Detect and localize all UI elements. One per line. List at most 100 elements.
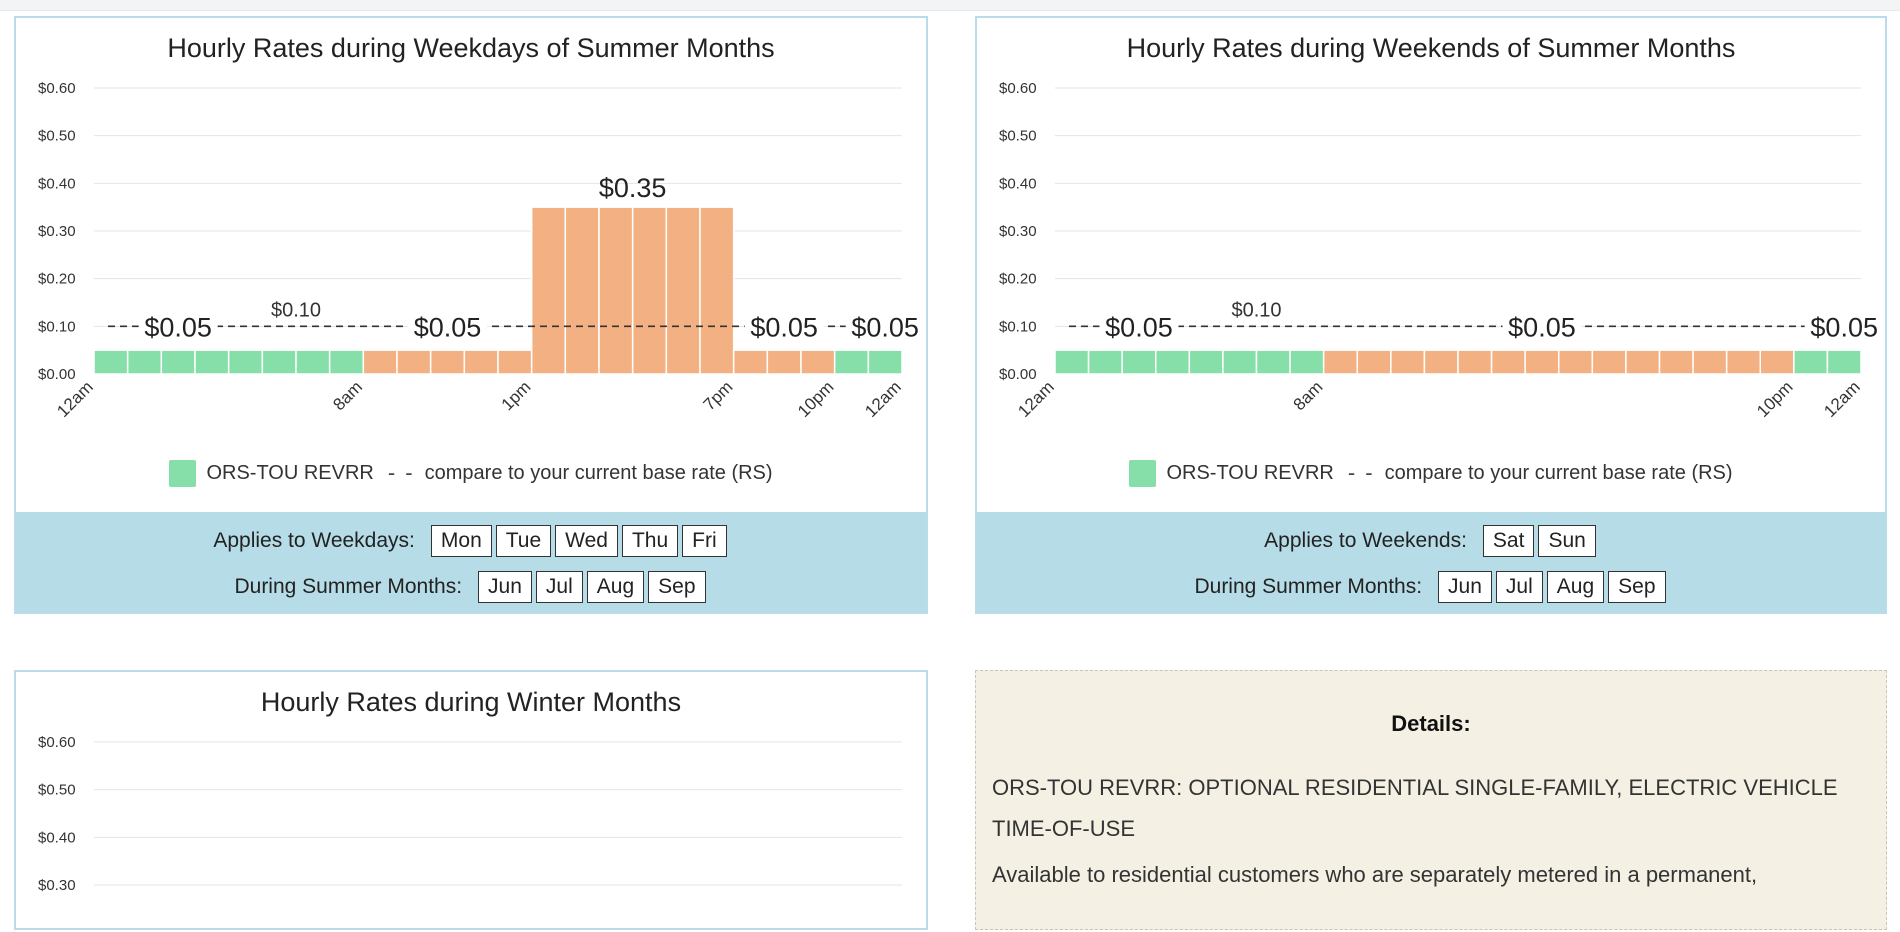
x-tick-label: 10pm — [1753, 377, 1797, 421]
chart-legend: ORS-TOU REVRR - - compare to your curren… — [977, 458, 1885, 488]
rate-bar — [328, 349, 365, 375]
segment-label-bg — [845, 316, 925, 341]
month-chip: Jun — [1438, 571, 1492, 603]
applies-months-label: During Summer Months: — [1194, 575, 1423, 598]
month-chip: Jul — [1495, 571, 1543, 603]
rate-bar — [1423, 349, 1459, 375]
y-tick-label: $0.50 — [38, 128, 76, 145]
y-tick-label: $0.10 — [38, 318, 76, 335]
y-tick-label: $0.10 — [999, 318, 1037, 335]
x-tick-label: 1pm — [498, 377, 535, 414]
legend-series-item[interactable]: ORS-TOU REVRR — [169, 459, 374, 487]
x-tick-label: 10pm — [794, 377, 838, 421]
day-chip: Sat — [1482, 525, 1535, 557]
segment-label-bg — [1804, 316, 1884, 341]
rate-bar — [1826, 349, 1862, 375]
rate-bar — [1188, 349, 1224, 375]
x-tick-label: 7pm — [700, 377, 737, 414]
dashed-line-icon: - - — [1347, 460, 1375, 485]
rate-bar — [1524, 349, 1560, 375]
y-tick-label: $0.40 — [999, 175, 1037, 192]
segment-label-bg — [744, 316, 824, 341]
legend-compare-item[interactable]: - - compare to your current base rate (R… — [1348, 460, 1733, 486]
details-panel: Details: ORS-TOU REVRR: OPTIONAL RESIDEN… — [975, 670, 1887, 930]
x-tick-label: 12am — [1820, 377, 1864, 421]
rate-bar — [1490, 349, 1526, 375]
y-tick-label: $0.60 — [999, 80, 1037, 97]
applies-panel: Applies to Weekdays: Mon Tue Wed Thu Fri… — [16, 512, 926, 612]
x-tick-label: 12am — [861, 377, 905, 421]
segment-value-label: $0.05 — [1105, 312, 1173, 342]
rate-bar — [497, 349, 533, 375]
weekend-chart-card: Hourly Rates during Weekends of Summer M… — [975, 16, 1887, 614]
segment-label-bg — [1099, 316, 1179, 341]
rate-bar — [1793, 349, 1829, 375]
legend-compare-label: compare to your current base rate (RS) — [1384, 461, 1733, 484]
legend-series-label: ORS-TOU REVRR — [206, 461, 374, 484]
x-tick-label: 8am — [329, 377, 366, 414]
details-title: Details: — [1391, 711, 1471, 736]
rate-bar — [530, 206, 567, 375]
rate-bar — [1255, 349, 1291, 375]
chart-title: Hourly Rates during Weekends of Summer M… — [1126, 33, 1736, 63]
rate-bar — [93, 349, 129, 375]
y-tick-label: $0.60 — [38, 80, 76, 97]
segment-value-label: $0.05 — [750, 312, 818, 342]
legend-series-item[interactable]: ORS-TOU REVRR — [1129, 459, 1334, 487]
segment-label-bg — [408, 316, 487, 341]
rate-bar — [1322, 349, 1358, 375]
rate-bar — [867, 349, 903, 375]
y-tick-label: $0.00 — [999, 366, 1037, 383]
rate-bar — [598, 206, 634, 375]
applies-days-label: Applies to Weekends: — [1264, 529, 1467, 552]
y-tick-label: $0.50 — [999, 128, 1037, 145]
legend-compare-item[interactable]: - - compare to your current base rate (R… — [388, 460, 773, 486]
y-tick-label: $0.30 — [38, 223, 76, 240]
baseline-value-label: $0.10 — [271, 299, 321, 321]
top-bar — [0, 0, 1900, 11]
day-chip: Mon — [430, 525, 492, 557]
segment-value-label: $0.05 — [144, 312, 212, 342]
month-chip: Sep — [1608, 571, 1666, 603]
segment-label-bg — [138, 316, 218, 341]
day-chip: Sun — [1538, 525, 1596, 557]
y-tick-label: $0.60 — [38, 734, 76, 751]
rate-bar — [631, 206, 668, 375]
applies-days-row: Applies to Weekends: Sat Sun — [977, 525, 1885, 557]
rate-bar — [1625, 349, 1661, 375]
x-tick-label: 12am — [1014, 377, 1058, 421]
segment-label-bg — [1502, 316, 1582, 341]
rate-bar — [295, 349, 331, 375]
day-chip: Thu — [621, 525, 679, 557]
rate-bar — [766, 349, 802, 375]
rate-bar — [126, 349, 163, 375]
legend-swatch — [169, 459, 197, 487]
rate-bar — [1054, 349, 1090, 375]
segment-value-label: $0.05 — [1508, 312, 1576, 342]
rate-bar — [732, 349, 769, 375]
day-chip: Wed — [555, 525, 618, 557]
rate-bar — [261, 349, 297, 375]
y-tick-label: $0.00 — [38, 366, 76, 383]
baseline-value-label: $0.10 — [1231, 299, 1281, 321]
x-tick-label: 12am — [53, 377, 97, 421]
rate-bar — [429, 349, 466, 375]
segment-value-label: $0.05 — [851, 312, 919, 342]
day-chip: Fri — [682, 525, 727, 557]
rate-bar — [833, 349, 870, 375]
month-chip: Jun — [478, 571, 532, 603]
applies-days-label: Applies to Weekdays: — [213, 529, 415, 552]
chart-title: Hourly Rates during Winter Months — [260, 687, 682, 717]
y-tick-label: $0.40 — [38, 829, 76, 846]
applies-months-row: During Summer Months: Jun Jul Aug Sep — [16, 571, 926, 603]
rate-bar — [227, 349, 264, 375]
rate-bar — [194, 349, 230, 375]
winter-chart-card: Hourly Rates during Winter Months $0.60 $… — [14, 670, 928, 930]
chart-legend: ORS-TOU REVRR - - compare to your curren… — [16, 458, 926, 488]
rate-bar — [699, 206, 735, 375]
legend-compare-label: compare to your current base rate (RS) — [424, 461, 773, 484]
month-chip: Aug — [1546, 571, 1605, 603]
rate-bar — [1121, 349, 1157, 375]
dashed-line-icon: - - — [387, 460, 415, 485]
month-chip: Aug — [586, 571, 645, 603]
